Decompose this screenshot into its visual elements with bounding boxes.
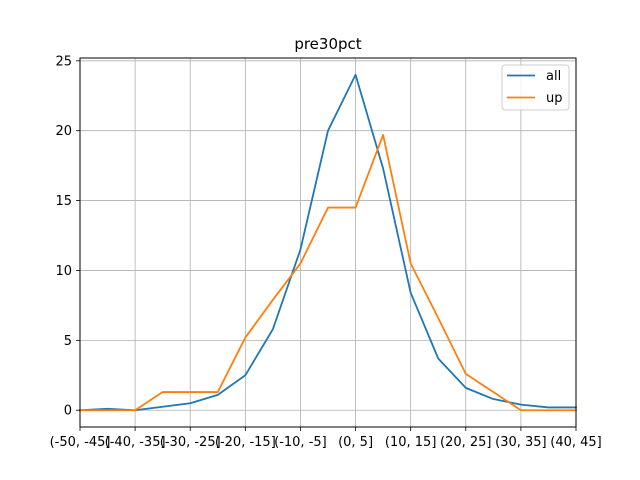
x-tick-label: (-40, -35] — [105, 435, 166, 450]
legend-label-all: all — [546, 69, 561, 84]
y-tick-label: 10 — [55, 264, 72, 279]
x-tick-label: (-20, -15] — [215, 435, 276, 450]
axis-ticks: (-50, -45](-40, -35](-30, -25](-20, -15]… — [50, 54, 602, 450]
x-tick-label: (-30, -25] — [160, 435, 221, 450]
x-tick-label: (20, 25] — [440, 435, 492, 450]
legend: all up — [501, 64, 570, 111]
chart-title: pre30pct — [294, 35, 361, 53]
plot-frame — [79, 57, 577, 428]
x-tick-label: (40, 45] — [550, 435, 602, 450]
y-tick-label: 20 — [55, 124, 72, 139]
series-line-up — [79, 133, 577, 412]
x-tick-label: (-10, -5] — [274, 435, 327, 450]
y-tick-label: 25 — [55, 54, 72, 69]
x-tick-label: (-50, -45] — [50, 435, 111, 450]
y-tick-label: 5 — [64, 334, 72, 349]
series-line-all — [79, 73, 577, 412]
x-tick-label: (0, 5] — [338, 435, 373, 450]
x-tick-label: (30, 35] — [495, 435, 547, 450]
x-tick-label: (10, 15] — [385, 435, 437, 450]
y-tick-label: 15 — [55, 194, 72, 209]
series-lines — [79, 73, 577, 412]
legend-label-up: up — [546, 91, 563, 106]
y-tick-label: 0 — [64, 404, 72, 419]
